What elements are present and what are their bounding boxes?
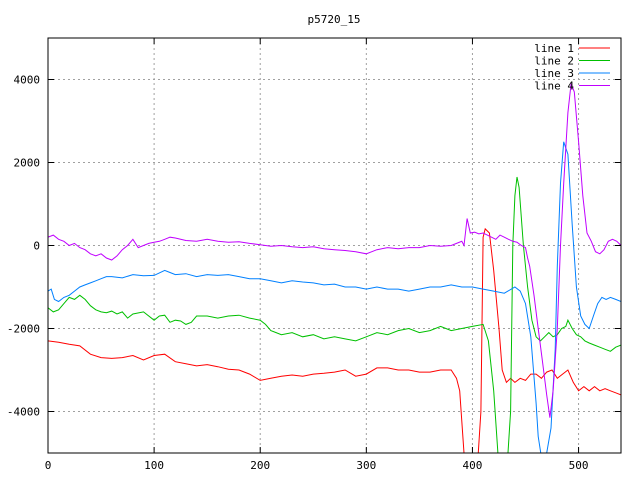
y-tick-label: -2000 [7,323,40,336]
legend-label: line 3 [534,67,574,80]
legend-label: line 2 [534,55,574,68]
x-tick-label: 400 [463,459,483,472]
y-tick-label: -4000 [7,406,40,419]
series-line-3 [48,141,621,453]
chart-title: p5720_15 [308,13,361,26]
x-tick-label: 200 [250,459,270,472]
series-line-2 [48,176,621,453]
series-line-4 [48,83,621,418]
legend-label: line 4 [534,80,574,93]
x-tick-label: 0 [45,459,52,472]
y-tick-label: 0 [33,240,40,253]
x-tick-label: 100 [144,459,164,472]
y-tick-label: 2000 [14,157,41,170]
plot-series-group [48,83,621,453]
y-tick-label: 4000 [14,74,41,87]
axis-ticks: 0 100 200 300 400 500 -4000 -2000 0 2000 4000 [7,38,621,472]
legend-label: line 1 [534,42,574,55]
x-tick-label: 300 [356,459,376,472]
x-tick-label: 500 [569,459,589,472]
series-line-1 [48,227,621,453]
